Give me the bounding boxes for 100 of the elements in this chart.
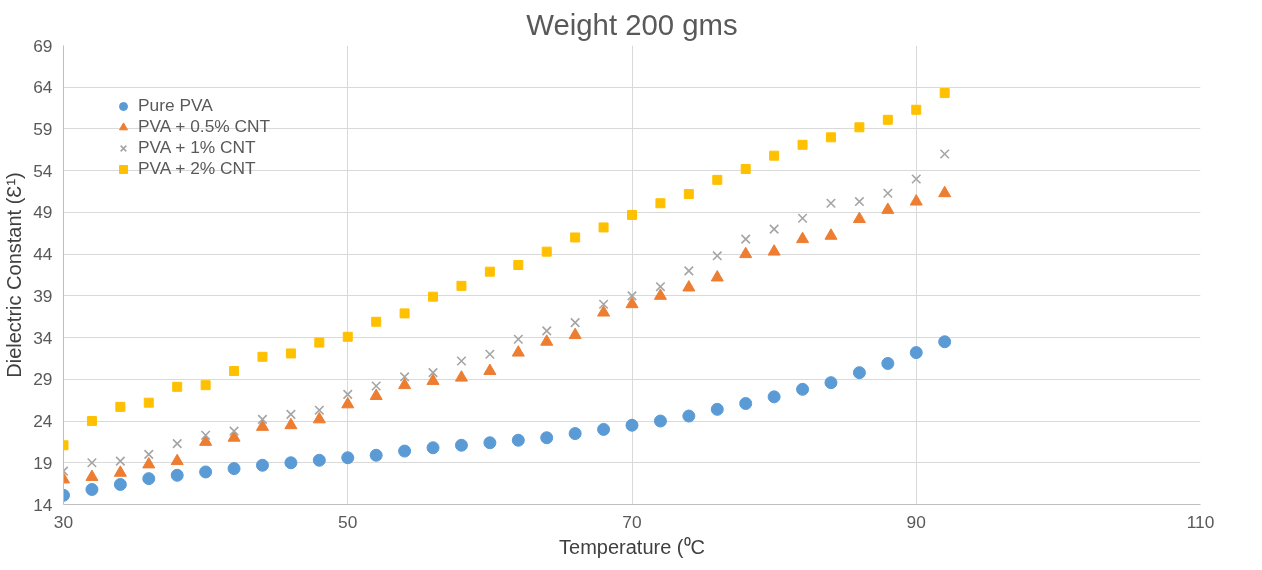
point bbox=[312, 453, 326, 467]
point bbox=[342, 331, 353, 342]
point bbox=[426, 441, 440, 455]
point bbox=[568, 427, 582, 441]
point bbox=[854, 196, 865, 207]
point bbox=[710, 402, 724, 416]
point bbox=[172, 438, 183, 449]
point bbox=[312, 411, 326, 424]
y-axis-title: Dielectric Constant (Ɛ¹) bbox=[3, 172, 26, 378]
x-tick-label: 110 bbox=[1186, 511, 1215, 532]
point bbox=[484, 266, 495, 277]
point bbox=[170, 453, 184, 466]
point bbox=[454, 370, 468, 382]
point bbox=[655, 198, 666, 209]
y-tick-label: 49 bbox=[33, 202, 53, 223]
point bbox=[570, 317, 581, 328]
legend-label: Pure PVA bbox=[138, 95, 213, 116]
point bbox=[540, 334, 554, 346]
point bbox=[456, 355, 467, 366]
point bbox=[427, 367, 439, 378]
point bbox=[399, 308, 410, 319]
point bbox=[739, 246, 753, 259]
point bbox=[142, 472, 156, 486]
point bbox=[653, 288, 667, 300]
point bbox=[767, 390, 781, 404]
point bbox=[142, 457, 156, 469]
point bbox=[454, 438, 468, 452]
point bbox=[882, 114, 893, 125]
point bbox=[200, 430, 211, 441]
y-tick-label: 59 bbox=[33, 118, 53, 139]
point bbox=[200, 380, 211, 391]
point bbox=[314, 337, 325, 348]
point bbox=[824, 376, 838, 390]
point bbox=[371, 316, 382, 327]
x-tick-label: 30 bbox=[53, 511, 74, 532]
point bbox=[314, 405, 325, 416]
point bbox=[513, 334, 524, 345]
point bbox=[170, 468, 184, 482]
point bbox=[740, 234, 751, 245]
point bbox=[284, 456, 298, 470]
point bbox=[513, 259, 524, 270]
x-axis-title: Temperature (⁰C bbox=[559, 535, 705, 558]
point bbox=[655, 281, 666, 292]
legend-label: PVA + 1% CNT bbox=[138, 137, 256, 158]
y-tick-label: 64 bbox=[33, 77, 53, 98]
point bbox=[570, 232, 581, 243]
point bbox=[626, 290, 638, 301]
point bbox=[342, 389, 353, 400]
point bbox=[939, 148, 950, 160]
x-tick-label: 50 bbox=[338, 511, 358, 532]
point bbox=[797, 213, 808, 224]
point bbox=[712, 174, 723, 185]
point bbox=[398, 444, 412, 458]
point bbox=[825, 198, 837, 209]
point bbox=[255, 458, 269, 472]
point bbox=[797, 139, 808, 150]
x-tick-label: 90 bbox=[906, 511, 926, 532]
point bbox=[143, 449, 154, 460]
point bbox=[540, 431, 554, 445]
point bbox=[938, 335, 952, 349]
point bbox=[541, 325, 552, 336]
point bbox=[341, 451, 355, 465]
point bbox=[911, 173, 922, 185]
point bbox=[227, 430, 241, 442]
point bbox=[483, 436, 497, 450]
point bbox=[825, 132, 836, 143]
point bbox=[483, 363, 497, 375]
point bbox=[86, 457, 97, 468]
point bbox=[369, 388, 383, 400]
legend-label: PVA + 2% CNT bbox=[138, 158, 256, 179]
point bbox=[284, 417, 298, 430]
y-tick-label: 39 bbox=[33, 285, 53, 306]
point bbox=[767, 244, 781, 256]
point bbox=[740, 164, 751, 175]
point bbox=[710, 270, 724, 282]
point bbox=[257, 414, 268, 425]
point bbox=[113, 477, 127, 491]
point bbox=[85, 469, 99, 481]
point bbox=[597, 422, 611, 436]
point bbox=[824, 228, 838, 240]
point bbox=[511, 345, 525, 357]
y-tick-label: 19 bbox=[33, 452, 53, 473]
point bbox=[113, 465, 127, 477]
point bbox=[257, 351, 268, 362]
point bbox=[428, 291, 439, 302]
y-tick-label: 54 bbox=[33, 160, 53, 181]
point bbox=[598, 222, 609, 233]
point bbox=[285, 409, 296, 420]
point bbox=[796, 231, 810, 244]
chart-title: Weight 200 gms bbox=[526, 7, 738, 41]
point bbox=[86, 416, 97, 427]
point bbox=[371, 380, 382, 392]
point bbox=[938, 185, 952, 198]
point bbox=[625, 418, 639, 432]
point bbox=[227, 462, 241, 476]
point bbox=[369, 448, 383, 462]
point bbox=[568, 327, 582, 340]
y-tick-label: 44 bbox=[33, 244, 53, 265]
x-tick-label: 70 bbox=[622, 511, 642, 532]
y-tick-label: 29 bbox=[33, 369, 53, 390]
